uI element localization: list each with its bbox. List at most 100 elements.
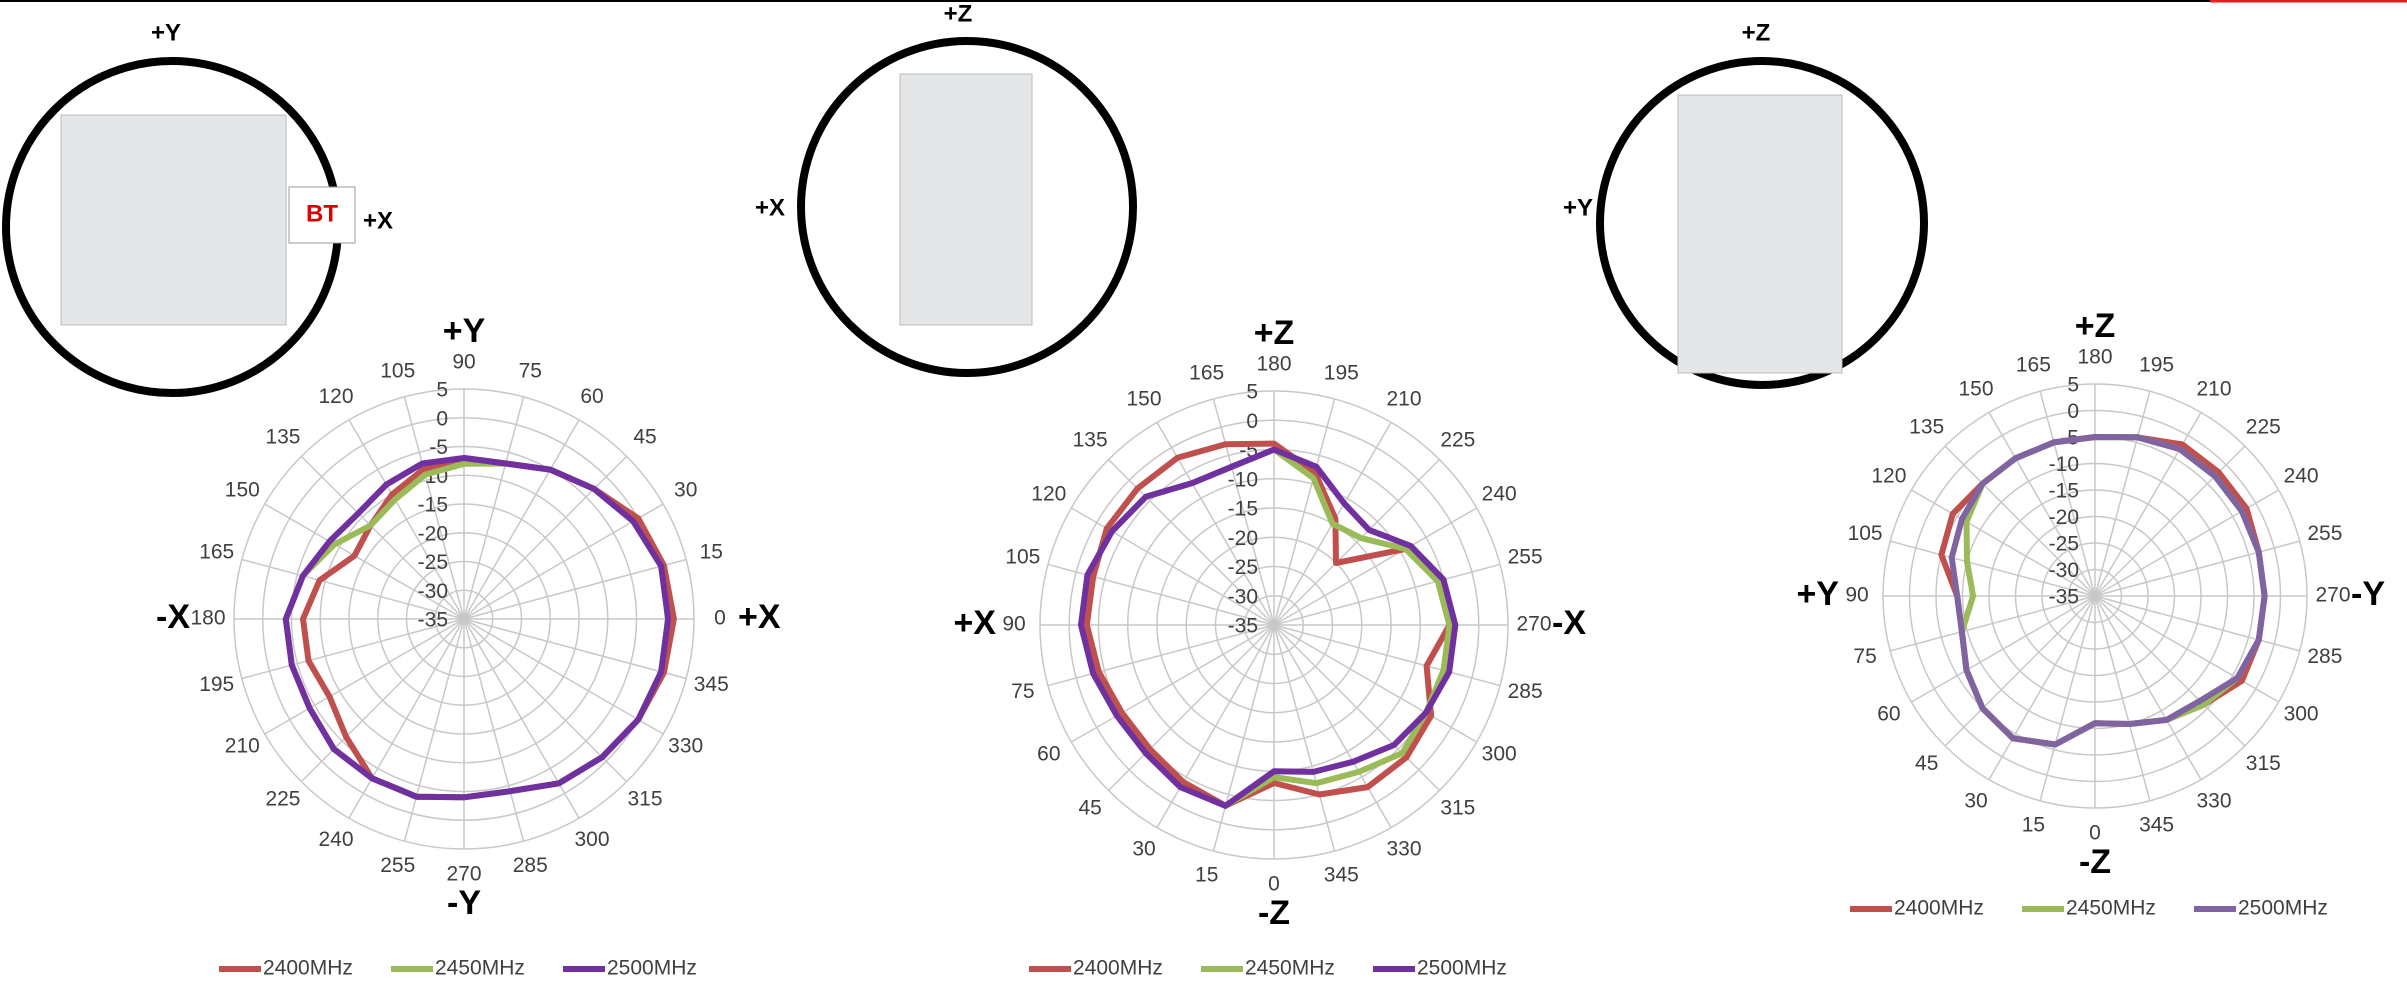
grid-spoke <box>2095 596 2201 780</box>
direction-label: -Z <box>2079 843 2111 881</box>
angle-label: 90 <box>1002 613 1025 636</box>
angle-label: 165 <box>199 540 234 563</box>
grid-spoke <box>2095 596 2300 651</box>
angle-label: 300 <box>2284 703 2319 726</box>
radial-label: -20 <box>1228 527 1258 550</box>
angle-label: 225 <box>2246 415 2281 438</box>
angle-label: 150 <box>1126 387 1161 410</box>
grid-spoke <box>1213 625 1274 851</box>
grid-spoke <box>464 397 524 619</box>
angle-label: 75 <box>519 359 542 382</box>
grid-spoke <box>2095 541 2300 596</box>
grid-spoke <box>464 420 579 619</box>
grid-spoke <box>464 619 663 734</box>
angle-label: 75 <box>1853 645 1876 668</box>
angle-label: 330 <box>668 735 703 758</box>
angle-label: 75 <box>1011 680 1034 703</box>
grid-spoke <box>1274 625 1391 828</box>
legend-label: 2400MHz <box>1894 897 1984 920</box>
radial-label: 0 <box>436 407 448 430</box>
angle-label: 255 <box>1508 545 1543 568</box>
radial-label: 5 <box>2067 374 2079 397</box>
angle-label: 315 <box>1440 796 1475 819</box>
radial-label: -5 <box>429 436 448 459</box>
angle-label: 270 <box>1516 613 1551 636</box>
angle-label: 120 <box>318 385 353 408</box>
radial-label: -25 <box>2049 533 2079 556</box>
grid-spoke <box>464 619 524 841</box>
angle-label: 0 <box>714 607 726 630</box>
grid-spoke <box>2095 446 2245 596</box>
grid-spoke <box>1274 625 1439 790</box>
angle-label: 60 <box>1037 743 1060 766</box>
angle-label: 240 <box>1482 483 1517 506</box>
grid-spoke <box>404 619 464 841</box>
direction-label: -X <box>1552 604 1586 642</box>
legend-label: 2500MHz <box>2238 897 2328 920</box>
angle-label: 330 <box>1386 838 1421 861</box>
angle-label: 195 <box>2139 354 2174 377</box>
angle-label: 240 <box>318 828 353 851</box>
grid-spoke <box>1274 625 1500 686</box>
direction-label: +Y <box>1796 575 1839 613</box>
angle-label: 0 <box>1268 873 1280 896</box>
radial-label: -10 <box>2049 453 2079 476</box>
angle-label: 105 <box>1005 545 1040 568</box>
grid-spoke <box>2095 596 2150 801</box>
angle-label: 135 <box>1073 429 1108 452</box>
angle-label: 60 <box>1877 703 1900 726</box>
photo-axis-label: +Z <box>944 0 973 27</box>
radial-label: -35 <box>1228 615 1258 638</box>
direction-label: -Z <box>1258 894 1290 932</box>
angle-label: 195 <box>1324 361 1359 384</box>
radial-label: -25 <box>418 551 448 574</box>
photo-axis-label: +Y <box>151 19 181 46</box>
angle-label: 315 <box>627 788 662 811</box>
radial-label: -35 <box>418 609 448 632</box>
direction-label: +Z <box>2075 307 2116 345</box>
radial-label: -30 <box>418 580 448 603</box>
photo-axis-label: +Z <box>1742 19 1771 46</box>
radial-label: -15 <box>2049 480 2079 503</box>
angle-label: 180 <box>1256 353 1291 376</box>
angle-label: 195 <box>199 673 234 696</box>
angle-label: 15 <box>700 540 723 563</box>
radial-label: -35 <box>2049 586 2079 609</box>
angle-label: 210 <box>1386 387 1421 410</box>
angle-label: 345 <box>694 673 729 696</box>
angle-label: 300 <box>1482 743 1517 766</box>
angle-label: 180 <box>2077 346 2112 369</box>
angle-label: 135 <box>1909 415 1944 438</box>
radial-label: 5 <box>436 379 448 402</box>
angle-label: 210 <box>2196 377 2231 400</box>
angle-label: 90 <box>452 351 475 374</box>
angle-label: 105 <box>1848 522 1883 545</box>
legend-label: 2450MHz <box>1245 957 1335 980</box>
angle-label: 165 <box>1189 361 1224 384</box>
direction-label: +Z <box>1254 314 1295 352</box>
angle-label: 45 <box>633 426 656 449</box>
radial-label: -30 <box>1228 585 1258 608</box>
angle-label: 180 <box>190 607 225 630</box>
angle-label: 210 <box>225 735 260 758</box>
radial-label: -15 <box>418 494 448 517</box>
angle-label: 90 <box>1845 584 1868 607</box>
angle-label: 30 <box>674 479 697 502</box>
angle-label: 255 <box>2307 522 2342 545</box>
direction-label: -X <box>156 598 190 636</box>
angle-label: 330 <box>2196 790 2231 813</box>
grid-spoke <box>1989 596 2095 780</box>
angle-label: 225 <box>265 788 300 811</box>
photo-axis-label: +X <box>363 207 393 234</box>
angle-label: 315 <box>2246 752 2281 775</box>
series-line <box>286 458 668 797</box>
grid-spoke <box>349 619 464 818</box>
grid-spoke <box>464 456 627 619</box>
grid-spoke <box>1109 625 1274 790</box>
legend-label: 2500MHz <box>607 957 697 980</box>
grid-spoke <box>2040 596 2095 801</box>
angle-label: 345 <box>1324 864 1359 887</box>
legend-label: 2450MHz <box>435 957 525 980</box>
photo <box>61 115 286 325</box>
angle-label: 120 <box>1871 465 1906 488</box>
